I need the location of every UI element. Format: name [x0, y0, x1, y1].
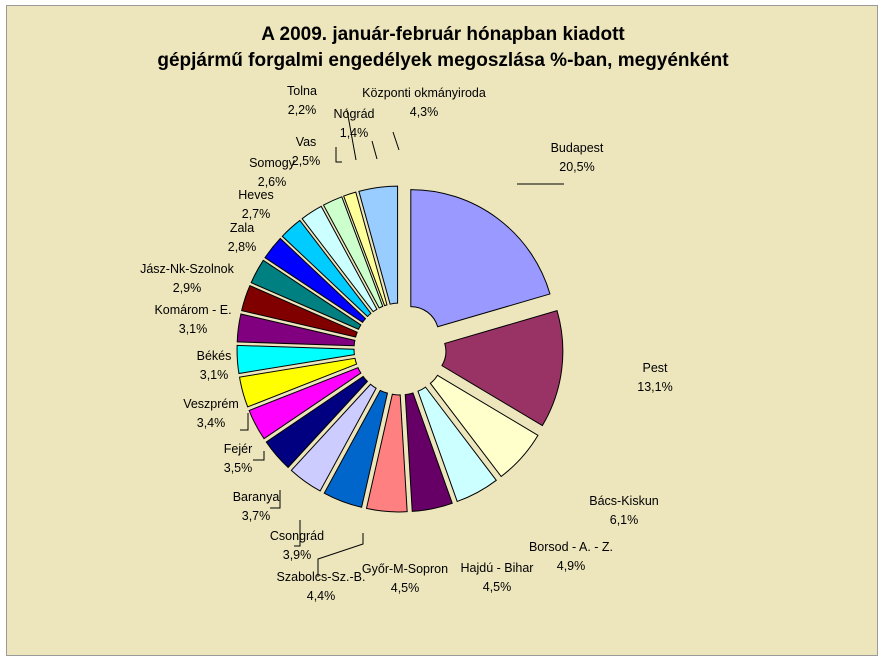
slice-label-b-k-s: Békés: [197, 349, 232, 363]
slice-value-veszpr-m: 3,4%: [197, 416, 226, 430]
pie-slice-baranya: [265, 375, 369, 469]
slice-label-szabolcs-sz-b-: Szabolcs-Sz.-B.: [277, 570, 366, 584]
slice-value-heves: 2,7%: [242, 207, 271, 221]
pie-slice-k-zponti-okm-nyiroda: [358, 185, 399, 305]
chart-area: [6, 5, 878, 656]
slice-value-borsod-a-z-: 4,9%: [557, 559, 586, 573]
pie-slice-vas: [301, 205, 378, 313]
slice-value-pest: 13,1%: [637, 380, 672, 394]
slice-label-n-gr-d: Nógrád: [334, 107, 375, 121]
slice-label-borsod-a-z-: Borsod - A. - Z.: [529, 540, 613, 554]
leader-line: [371, 140, 378, 160]
slice-value-somogy: 2,6%: [258, 175, 287, 189]
slice-label-tolna: Tolna: [287, 84, 317, 98]
slice-label-budapest: Budapest: [551, 141, 604, 155]
slice-label-gy-r-m-sopron: Győr-M-Sopron: [362, 562, 448, 576]
slice-value-budapest: 20,5%: [559, 160, 594, 174]
slice-label-somogy: Somogy: [249, 156, 296, 170]
leader-line: [335, 147, 342, 163]
leader-line: [317, 533, 364, 577]
pie-slice-gy-r-m-sopron: [365, 393, 408, 513]
pie-slice-kom-rom-e-: [236, 313, 356, 347]
leader-line: [392, 131, 400, 151]
pie-slice-csongr-d: [290, 383, 377, 492]
slice-value-k-zponti-okm-nyiroda: 4,3%: [410, 105, 439, 119]
slice-label-kom-rom-e-: Komárom - E.: [154, 303, 231, 317]
slice-label-pest: Pest: [642, 361, 668, 375]
chart-title-line-2: gépjármű forgalmi engedélyek megoszlása …: [157, 50, 729, 71]
slice-label-vas: Vas: [296, 135, 317, 149]
leader-line: [294, 520, 301, 547]
chart-title: A 2009. január-február hónapban kiadott …: [0, 22, 886, 74]
slice-value-vas: 2,5%: [292, 154, 321, 168]
slice-value-hajd-bihar: 4,5%: [483, 580, 512, 594]
slice-value-fej-r: 3,5%: [224, 461, 253, 475]
slice-value-b-cs-kiskun: 6,1%: [610, 513, 639, 527]
slice-label-veszpr-m: Veszprém: [183, 397, 239, 411]
slice-value-baranya: 3,7%: [242, 509, 271, 523]
chart-title-line-1: A 2009. január-február hónapban kiadott: [261, 24, 625, 45]
slice-label-k-zponti-okm-nyiroda: Központi okmányiroda: [362, 86, 486, 100]
pie-slice-b-k-s: [236, 344, 355, 375]
leader-line: [240, 413, 249, 431]
pie-slice-zala: [250, 259, 362, 330]
pie-slice-szabolcs-sz-b-: [323, 389, 389, 508]
slice-value-tolna: 2,2%: [288, 103, 317, 117]
leader-line: [346, 109, 357, 161]
slice-label-csongr-d: Csongrád: [270, 529, 324, 543]
pie-slice-b-cs-kiskun: [429, 374, 539, 478]
pie-slice-hajd-bihar: [404, 392, 453, 512]
slice-label-heves: Heves: [238, 188, 273, 202]
slice-value-zala: 2,8%: [228, 240, 257, 254]
slice-value-csongr-d: 3,9%: [283, 548, 312, 562]
pie-slice-somogy: [281, 219, 372, 318]
pie-slice-veszpr-m: [238, 357, 358, 408]
leader-line: [253, 451, 265, 461]
slice-value-j-sz-nk-szolnok: 2,9%: [173, 281, 202, 295]
slice-value-kom-rom-e-: 3,1%: [179, 322, 208, 336]
slice-value-szabolcs-sz-b-: 4,4%: [307, 589, 336, 603]
pie-slice-heves: [264, 237, 367, 324]
pie-slice-n-gr-d: [343, 191, 388, 307]
pie-slice-tolna: [322, 196, 384, 309]
slice-label-hajd-bihar: Hajdú - Bihar: [461, 561, 534, 575]
slice-label-b-cs-kiskun: Bács-Kiskun: [589, 494, 659, 508]
pie-slice-borsod-a-z-: [417, 386, 497, 503]
slice-value-n-gr-d: 1,4%: [340, 126, 369, 140]
slice-value-gy-r-m-sopron: 4,5%: [391, 581, 420, 595]
slice-label-baranya: Baranya: [233, 490, 280, 504]
slice-value-b-k-s: 3,1%: [200, 368, 229, 382]
pie-slice-fej-r: [248, 366, 362, 440]
pie-slice-budapest: [410, 189, 551, 328]
leader-line: [270, 490, 281, 509]
pie-slice-pest: [441, 310, 564, 427]
pie-slice-j-sz-nk-szolnok: [241, 284, 358, 338]
slice-label-zala: Zala: [230, 221, 254, 235]
slice-label-fej-r: Fejér: [224, 442, 252, 456]
slice-label-j-sz-nk-szolnok: Jász-Nk-Szolnok: [140, 262, 235, 276]
